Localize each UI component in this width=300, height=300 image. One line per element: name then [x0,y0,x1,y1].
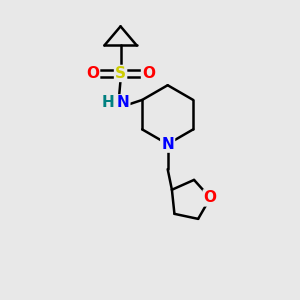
Text: N: N [161,136,174,152]
Text: O: O [204,190,217,206]
Text: N: N [116,95,129,110]
Text: O: O [86,66,99,81]
Text: O: O [142,66,155,81]
Text: S: S [115,66,126,81]
Text: H: H [102,95,115,110]
